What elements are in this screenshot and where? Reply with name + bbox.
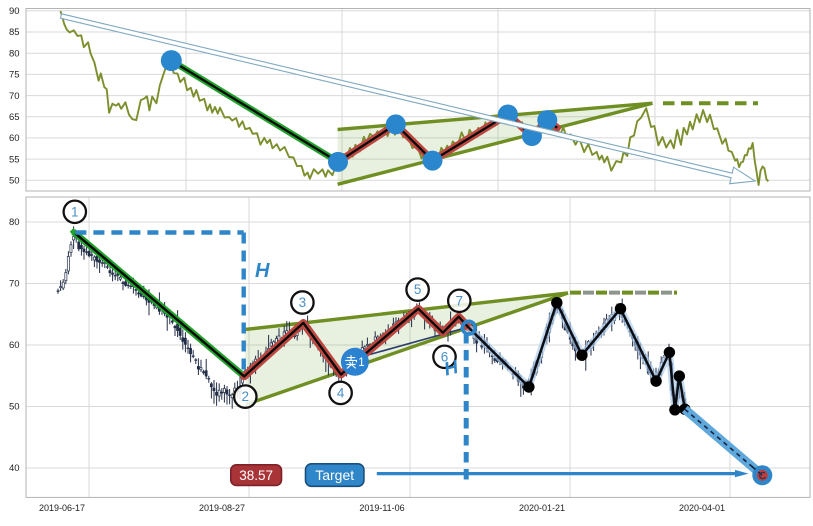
svg-text:80: 80 [9,48,20,59]
svg-text:70: 70 [9,279,20,290]
svg-text:1: 1 [71,204,79,219]
svg-text:55: 55 [9,154,20,165]
svg-text:50: 50 [9,176,20,187]
svg-text:2019-06-17: 2019-06-17 [39,503,85,513]
svg-text:2019-11-06: 2019-11-06 [359,503,404,513]
svg-text:60: 60 [9,340,20,351]
svg-text:2019-08-27: 2019-08-27 [199,503,245,513]
svg-text:2020-01-21: 2020-01-21 [519,503,565,513]
svg-text:6: 6 [441,349,449,364]
svg-text:38.57: 38.57 [239,468,273,483]
svg-text:4: 4 [337,386,345,401]
svg-text:1: 1 [358,357,364,369]
svg-text:Target: Target [315,467,354,483]
svg-text:2: 2 [242,389,250,404]
svg-text:H: H [442,357,462,381]
svg-text:85: 85 [9,27,20,38]
svg-text:7: 7 [456,293,464,308]
svg-text:3: 3 [299,295,307,310]
svg-text:5: 5 [414,282,422,297]
svg-text:40: 40 [9,463,20,474]
svg-text:60: 60 [9,133,20,144]
svg-text:50: 50 [9,402,20,413]
svg-text:2020-04-01: 2020-04-01 [679,503,725,513]
svg-text:75: 75 [9,70,20,81]
svg-text:65: 65 [9,112,20,123]
svg-text:90: 90 [9,6,20,17]
svg-text:80: 80 [9,217,20,228]
svg-text:70: 70 [9,91,20,102]
svg-text:H: H [255,260,270,282]
